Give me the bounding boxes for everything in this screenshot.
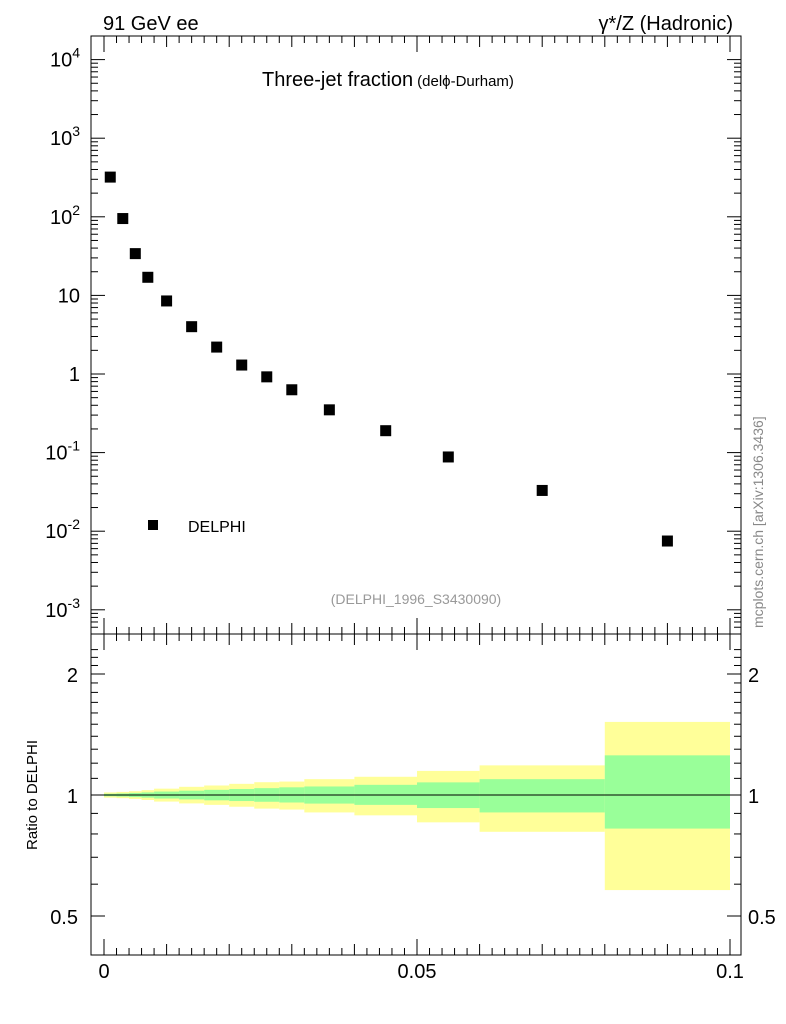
data-point-delphi bbox=[323, 404, 335, 416]
data-point-delphi bbox=[142, 271, 154, 283]
data-point-delphi bbox=[536, 484, 548, 496]
data-point-delphi bbox=[236, 359, 248, 371]
ratio-xtick-label: 0.1 bbox=[716, 961, 744, 983]
ratio-xtick-label: 0.05 bbox=[398, 961, 437, 983]
ratio-ytick-label-right: 2 bbox=[748, 665, 759, 687]
main-ytick-label: 10-3 bbox=[45, 595, 80, 622]
ratio-axes: 0.5 0.5 1 1 2 2 0 0.05 0.1 bbox=[50, 633, 776, 983]
data-point-delphi bbox=[286, 384, 298, 396]
data-point-delphi bbox=[661, 535, 673, 547]
ratio-band-inner-bin bbox=[604, 755, 730, 829]
main-ytick-label: 104 bbox=[50, 45, 80, 72]
main-title-text: Three-jet fraction bbox=[262, 69, 413, 91]
data-point-delphi bbox=[104, 171, 116, 183]
data-point-delphi bbox=[261, 371, 273, 383]
header-left-label: 91 GeV ee bbox=[103, 13, 199, 35]
ratio-ytick-label-left: 2 bbox=[67, 665, 78, 687]
main-title: Three-jet fraction (delϕ-Durham) bbox=[262, 69, 514, 91]
legend-marker bbox=[148, 520, 158, 530]
ratio-band-inner-bin bbox=[479, 779, 605, 813]
main-ytick-label: 102 bbox=[50, 202, 80, 229]
ratio-bands bbox=[104, 721, 730, 891]
ratio-xtick-label: 0 bbox=[98, 961, 109, 983]
data-point-delphi bbox=[211, 341, 223, 353]
main-ytick-label: 10-2 bbox=[45, 516, 80, 543]
side-label: mcplots.cern.ch [arXiv:1306.3436] bbox=[750, 416, 766, 628]
data-point-delphi bbox=[117, 213, 129, 225]
ratio-ytick-label-right: 0.5 bbox=[748, 907, 776, 929]
ratio-ylabel: Ratio to DELPHI bbox=[24, 740, 41, 850]
ratio-ytick-label-left: 1 bbox=[67, 786, 78, 808]
data-point-delphi bbox=[442, 451, 454, 463]
ratio-ytick-label-left: 0.5 bbox=[50, 907, 78, 929]
main-ytick-label: 10 bbox=[58, 285, 80, 307]
data-point-delphi bbox=[161, 295, 173, 307]
main-title-suffix: (delϕ-Durham) bbox=[417, 73, 514, 90]
analysis-watermark: (DELPHI_1996_S3430090) bbox=[331, 591, 501, 607]
main-ytick-label: 1 bbox=[69, 364, 80, 386]
data-point-delphi bbox=[129, 248, 141, 260]
data-point-delphi bbox=[186, 321, 198, 333]
main-axes: 10-3 10-2 10-1 1 10 102 103 104 bbox=[45, 35, 742, 635]
data-markers bbox=[104, 171, 673, 547]
legend-label: DELPHI bbox=[188, 519, 246, 536]
main-frame bbox=[90, 35, 742, 635]
data-point-delphi bbox=[380, 425, 392, 437]
header-right-label: γ*/Z (Hadronic) bbox=[599, 13, 733, 35]
main-ytick-label: 10-1 bbox=[45, 438, 80, 465]
main-ytick-label: 103 bbox=[50, 123, 80, 150]
ratio-ytick-label-right: 1 bbox=[748, 786, 759, 808]
